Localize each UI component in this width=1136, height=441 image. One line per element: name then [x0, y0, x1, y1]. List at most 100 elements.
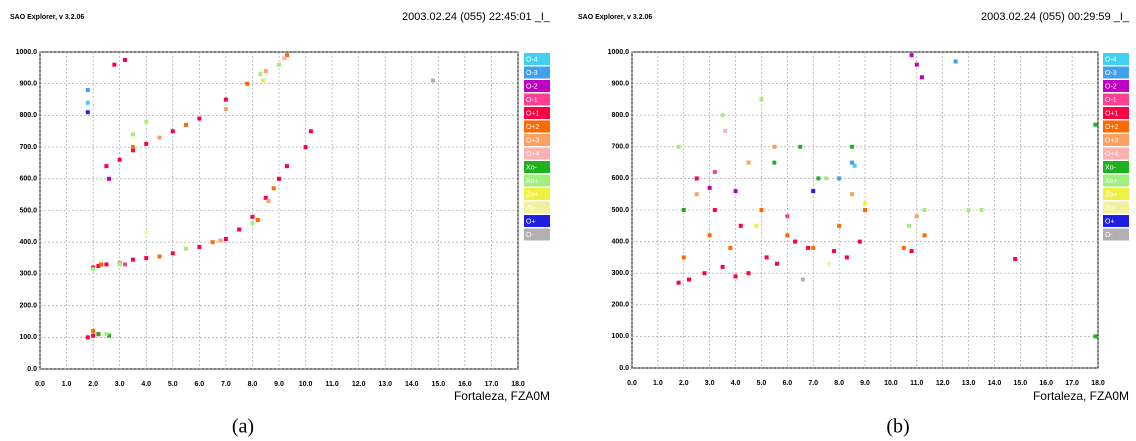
x-tick-label: 18.0 [511, 381, 525, 388]
legend-label: O-3 [1105, 70, 1117, 77]
point [909, 53, 914, 58]
y-tick-label: 800.0 [611, 112, 629, 119]
point [197, 116, 202, 121]
point [837, 223, 842, 228]
legend-swatch [1103, 120, 1129, 133]
legend-label: O-1 [526, 97, 538, 104]
legend-label: O+2 [526, 124, 540, 131]
x-tick-label: 10.0 [884, 380, 898, 387]
x-tick-label: 12.0 [936, 380, 950, 387]
point [1093, 122, 1098, 127]
point [798, 144, 803, 149]
y-tick-label: 400.0 [611, 238, 629, 245]
point [863, 201, 867, 206]
point [844, 255, 849, 260]
station-label: Fortaleza, FZA0M [1033, 389, 1129, 403]
legend-swatch [524, 161, 550, 173]
point [210, 240, 215, 245]
point [112, 62, 117, 67]
point [712, 170, 717, 175]
x-tick-label: 8.0 [248, 381, 258, 388]
point [774, 261, 779, 266]
point [91, 333, 96, 338]
y-tick-label: 1000.0 [608, 49, 630, 56]
point [676, 280, 681, 285]
legend-swatch [1103, 147, 1129, 160]
point [250, 221, 255, 226]
point [772, 160, 777, 165]
legend-label: Zo- [526, 205, 537, 212]
legend-label: O+1 [1105, 110, 1119, 117]
x-tick-label: 16.0 [458, 381, 472, 388]
legend-swatch [1103, 134, 1129, 146]
legend-swatch [1103, 215, 1129, 227]
y-tick-label: 500.0 [611, 207, 629, 214]
point [686, 277, 691, 282]
point [720, 264, 725, 269]
point [953, 59, 958, 64]
x-tick-label: 4.0 [731, 380, 741, 387]
point [837, 176, 842, 181]
x-tick-label: 1.0 [62, 381, 72, 388]
point [130, 148, 135, 153]
legend-swatch [1103, 201, 1129, 214]
y-tick-label: 200.0 [611, 302, 629, 309]
legend-swatch [524, 228, 550, 241]
x-tick-label: 1.0 [653, 380, 663, 387]
point [308, 129, 313, 134]
x-tick-label: 18.0 [1091, 380, 1105, 387]
point [1013, 256, 1018, 261]
point [85, 110, 90, 115]
legend-swatch [524, 53, 550, 65]
point [707, 233, 712, 238]
point [681, 208, 686, 212]
point [1093, 334, 1098, 339]
legend-swatch [1103, 174, 1129, 187]
legend-label: O-4 [1105, 56, 1117, 63]
legend-swatch [524, 93, 550, 106]
point [922, 208, 927, 212]
point [676, 144, 681, 149]
y-tick-label: 800.0 [19, 112, 37, 119]
point [184, 122, 189, 127]
point [85, 335, 90, 340]
x-tick-label: 11.0 [910, 380, 923, 387]
software-label: SAO Explorer, v 3.2.06 [10, 14, 84, 21]
point [857, 239, 862, 244]
point [117, 262, 122, 267]
legend-swatch [1103, 93, 1129, 106]
x-tick-label: 14.0 [988, 380, 1002, 387]
legend-swatch [524, 134, 550, 146]
point [746, 160, 751, 165]
x-tick-label: 2.0 [88, 381, 98, 388]
point [733, 274, 738, 279]
point [144, 256, 149, 261]
point [914, 214, 919, 219]
y-tick-label: 600.0 [19, 176, 37, 183]
point [245, 81, 250, 86]
point [130, 132, 135, 137]
x-tick-label: 6.0 [194, 381, 204, 388]
legend-label: Xo+ [1105, 178, 1118, 185]
point [117, 157, 122, 162]
point [237, 227, 242, 232]
point [702, 271, 707, 276]
x-tick-label: 10.0 [299, 381, 313, 388]
point [733, 189, 738, 194]
legend-swatch [1103, 80, 1129, 92]
legend-label: O- [526, 232, 534, 239]
x-tick-label: 14.0 [405, 381, 419, 388]
point [284, 53, 289, 58]
point [130, 257, 135, 262]
point [284, 164, 289, 169]
point [712, 208, 717, 212]
legend-label: Zo- [1105, 205, 1116, 212]
point [919, 75, 924, 80]
y-tick-label: 500.0 [19, 207, 37, 214]
point [850, 192, 855, 197]
point [966, 208, 971, 212]
point [258, 72, 263, 77]
point [255, 218, 260, 223]
x-tick-label: 8.0 [834, 380, 844, 387]
point [852, 163, 857, 168]
